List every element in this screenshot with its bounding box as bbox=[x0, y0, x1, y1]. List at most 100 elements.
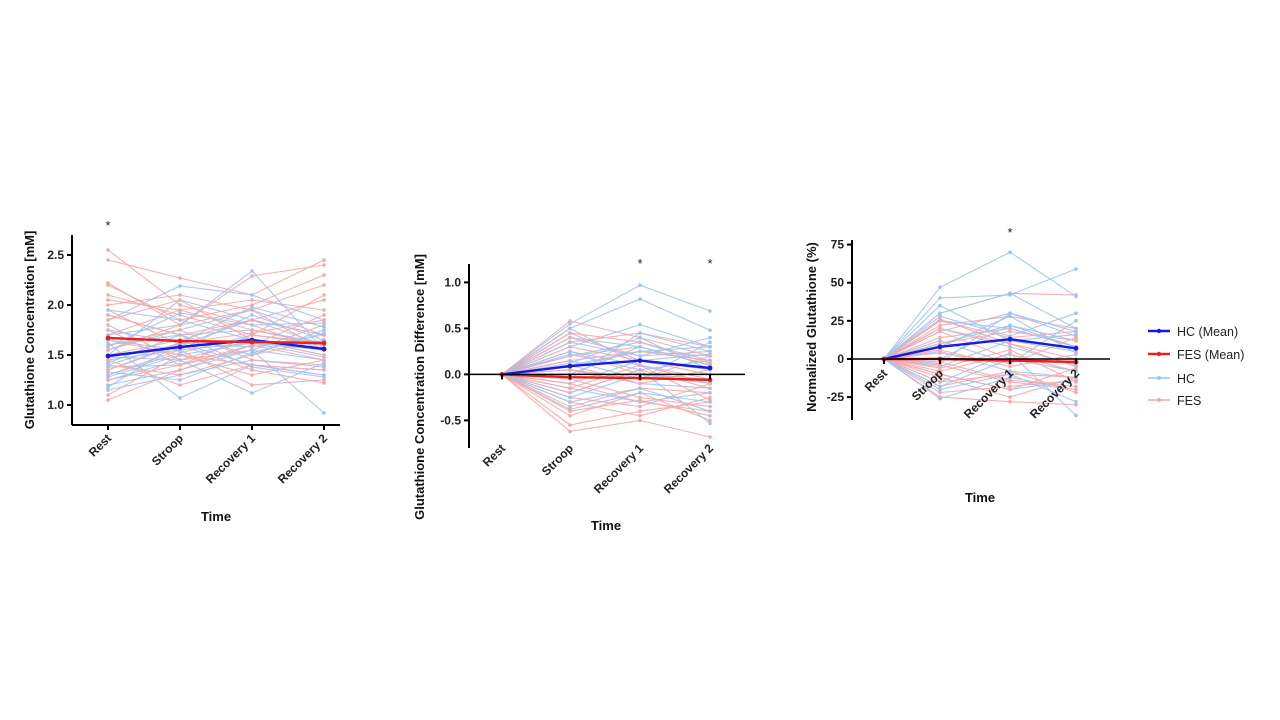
individual-point-hc bbox=[178, 378, 182, 382]
x-tick-label: Rest bbox=[862, 366, 890, 394]
y-tick-label: -0.5 bbox=[440, 413, 461, 427]
x-tick-label: Recovery 2 bbox=[661, 441, 716, 496]
individual-point-fes bbox=[1074, 326, 1078, 331]
individual-point-hc bbox=[938, 303, 942, 308]
individual-point-fes bbox=[568, 381, 572, 386]
mean-point-fes-mean bbox=[177, 338, 183, 344]
individual-point-fes bbox=[938, 335, 942, 340]
individual-point-hc bbox=[1074, 294, 1078, 299]
individual-point-hc bbox=[708, 340, 712, 345]
individual-point-fes bbox=[106, 318, 110, 322]
individual-line-hc bbox=[107, 356, 325, 394]
individual-point-hc bbox=[322, 361, 326, 365]
individual-line-fes bbox=[883, 358, 1077, 387]
individual-line-fes bbox=[883, 358, 1077, 391]
individual-point-fes bbox=[1008, 329, 1012, 334]
individual-point-hc bbox=[250, 391, 254, 395]
individual-point-fes bbox=[250, 318, 254, 322]
individual-point-fes bbox=[938, 369, 942, 374]
individual-point-hc bbox=[1008, 291, 1012, 296]
individual-point-hc bbox=[708, 421, 712, 426]
mean-point-fes-mean bbox=[249, 339, 255, 345]
individual-line-fes bbox=[883, 358, 1077, 383]
y-tick-label: 0.0 bbox=[444, 367, 461, 381]
individual-point-fes bbox=[106, 398, 110, 402]
individual-point-hc bbox=[638, 349, 642, 354]
individual-point-fes bbox=[106, 258, 110, 262]
individual-point-hc bbox=[178, 396, 182, 400]
x-tick-label: Stroop bbox=[149, 431, 186, 468]
legend-item-hc-mean: HC (Mean) bbox=[1148, 325, 1238, 339]
individual-point-hc bbox=[106, 345, 110, 349]
y-axis-title: Glutathione Concentration Difference [mM… bbox=[412, 254, 427, 520]
legend-label-hc: HC bbox=[1177, 372, 1195, 386]
individual-point-fes bbox=[322, 368, 326, 372]
individual-point-hc bbox=[938, 314, 942, 319]
x-tick-label: Stroop bbox=[539, 441, 576, 478]
individual-point-hc bbox=[106, 361, 110, 365]
x-tick-label: Recovery 1 bbox=[203, 431, 258, 486]
individual-point-hc bbox=[106, 388, 110, 392]
individual-line-hc bbox=[501, 284, 711, 375]
individual-line-fes bbox=[501, 373, 711, 408]
individual-point-fes bbox=[638, 395, 642, 400]
individual-line-hc bbox=[107, 334, 325, 378]
legend-item-hc: HC bbox=[1148, 372, 1195, 386]
legend-marker-hc bbox=[1157, 376, 1161, 380]
individual-point-hc bbox=[938, 296, 942, 300]
y-tick-label: 75 bbox=[831, 238, 845, 252]
individual-line-fes bbox=[883, 358, 1077, 406]
individual-point-fes bbox=[1074, 335, 1078, 340]
individual-line-fes bbox=[107, 309, 325, 351]
individual-point-fes bbox=[1008, 378, 1012, 383]
individual-point-hc bbox=[1074, 319, 1078, 323]
individual-point-hc bbox=[568, 340, 572, 345]
individual-line-hc bbox=[501, 337, 711, 375]
individual-point-fes bbox=[250, 383, 254, 387]
individual-point-fes bbox=[106, 378, 110, 382]
individual-point-fes bbox=[938, 375, 942, 380]
individual-point-hc bbox=[708, 309, 712, 313]
panel-glutathione-difference: -0.5 0.0 0.5 1.0 Rest Stroop Recovery 1 Recover… bbox=[412, 254, 745, 533]
legend-marker-fes-mean bbox=[1156, 351, 1162, 357]
individual-point-fes bbox=[322, 318, 326, 322]
individual-point-fes bbox=[106, 248, 110, 252]
individual-point-hc bbox=[638, 345, 642, 349]
individual-point-hc bbox=[938, 387, 942, 392]
individual-point-fes bbox=[638, 414, 642, 418]
individual-line-hc bbox=[107, 314, 325, 351]
individual-line-hc bbox=[883, 251, 1077, 360]
legend-label-hc-mean: HC (Mean) bbox=[1177, 325, 1238, 339]
y-tick-label: -25 bbox=[827, 390, 845, 404]
individual-point-fes bbox=[708, 418, 712, 423]
individual-point-fes bbox=[638, 340, 642, 345]
individual-point-hc bbox=[1074, 332, 1078, 337]
individual-point-hc bbox=[322, 321, 326, 325]
individual-point-hc bbox=[250, 269, 254, 273]
individual-point-fes bbox=[322, 358, 326, 362]
individual-line-fes bbox=[107, 264, 325, 326]
individual-line-hc bbox=[501, 298, 711, 375]
individual-point-hc bbox=[1074, 413, 1078, 418]
individual-point-hc bbox=[322, 375, 326, 379]
individual-point-fes bbox=[1008, 384, 1012, 389]
individual-point-fes bbox=[1074, 387, 1078, 392]
y-tick-label: 50 bbox=[831, 276, 845, 290]
individual-point-fes bbox=[250, 328, 254, 332]
individual-point-fes bbox=[568, 404, 572, 409]
y-tick-label: 25 bbox=[831, 314, 845, 328]
individual-line-hc bbox=[883, 340, 1077, 368]
individual-point-fes bbox=[250, 331, 254, 335]
individual-point-hc bbox=[250, 365, 254, 369]
individual-point-hc bbox=[938, 384, 942, 389]
individual-point-fes bbox=[106, 328, 110, 332]
individual-point-hc bbox=[178, 358, 182, 362]
individual-point-hc bbox=[250, 351, 254, 355]
individual-point-hc bbox=[938, 285, 942, 290]
individual-point-fes bbox=[106, 313, 110, 317]
individual-point-hc bbox=[708, 335, 712, 340]
individual-point-fes bbox=[708, 395, 712, 400]
individual-point-fes bbox=[568, 386, 572, 391]
mean-line-fes-mean bbox=[107, 336, 325, 345]
